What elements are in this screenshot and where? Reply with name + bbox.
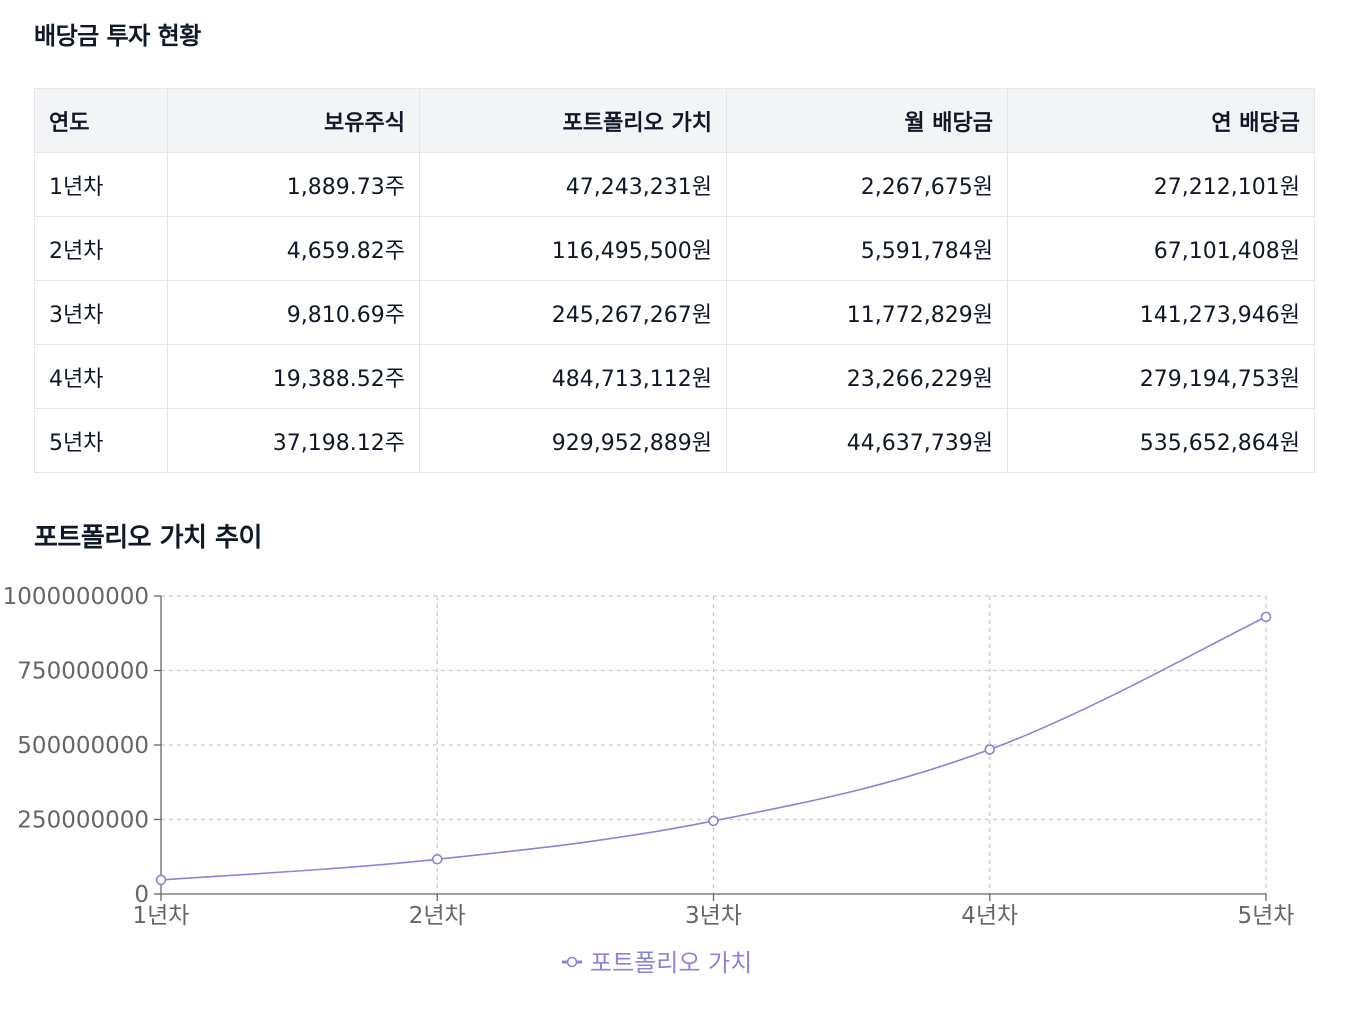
cell-monthly-dividend: 23,266,229원 bbox=[726, 344, 1008, 409]
cell-annual-dividend: 67,101,408원 bbox=[1007, 216, 1315, 281]
cell-shares: 19,388.52주 bbox=[167, 344, 420, 409]
x-tick-label: 4년차 bbox=[961, 903, 1018, 929]
header-year: 연도 bbox=[34, 88, 168, 153]
table-header-row: 연도 보유주식 포트폴리오 가치 월 배당금 연 배당금 bbox=[34, 88, 1315, 153]
cell-year: 2년차 bbox=[34, 216, 168, 281]
y-tick-label: 1000000000 bbox=[3, 584, 149, 610]
table-row: 5년차 37,198.12주 929,952,889원 44,637,739원 … bbox=[34, 408, 1315, 473]
table-title: 배당금 투자 현황 bbox=[34, 22, 201, 50]
cell-portfolio-value: 484,713,112원 bbox=[419, 344, 727, 409]
cell-annual-dividend: 535,652,864원 bbox=[1007, 408, 1315, 473]
cell-portfolio-value: 929,952,889원 bbox=[419, 408, 727, 473]
legend-label: 포트폴리오 가치 bbox=[590, 949, 752, 977]
cell-shares: 37,198.12주 bbox=[167, 408, 420, 473]
header-shares: 보유주식 bbox=[167, 88, 420, 153]
cell-annual-dividend: 141,273,946원 bbox=[1007, 280, 1315, 345]
table-row: 4년차 19,388.52주 484,713,112원 23,266,229원 … bbox=[34, 344, 1315, 409]
cell-portfolio-value: 47,243,231원 bbox=[419, 152, 727, 217]
cell-annual-dividend: 27,212,101원 bbox=[1007, 152, 1315, 217]
data-point bbox=[708, 815, 719, 827]
data-point bbox=[1260, 611, 1272, 623]
x-tick-label: 1년차 bbox=[133, 903, 190, 929]
y-tick-label: 0 bbox=[134, 882, 149, 908]
chart-title: 포트폴리오 가치 추이 bbox=[34, 523, 262, 553]
cell-shares: 4,659.82주 bbox=[167, 216, 420, 281]
table-row: 1년차 1,889.73주 47,243,231원 2,267,675원 27,… bbox=[34, 152, 1315, 217]
x-tick-label: 5년차 bbox=[1238, 903, 1295, 929]
dividend-table: 연도 보유주식 포트폴리오 가치 월 배당금 연 배당금 1년차 1,889.7… bbox=[34, 88, 1315, 473]
y-tick-label: 250000000 bbox=[17, 808, 149, 834]
legend-marker-icon bbox=[566, 956, 578, 968]
cell-year: 1년차 bbox=[34, 152, 168, 217]
table-row: 3년차 9,810.69주 245,267,267원 11,772,829원 1… bbox=[34, 280, 1315, 345]
x-tick-label: 2년차 bbox=[409, 903, 466, 929]
cell-monthly-dividend: 2,267,675원 bbox=[726, 152, 1008, 217]
cell-year: 5년차 bbox=[34, 408, 168, 473]
header-portfolio-value: 포트폴리오 가치 bbox=[419, 88, 727, 153]
portfolio-value-line-chart: 0 250000000 500000000 750000000 1000000000 1년… bbox=[3, 584, 1295, 977]
y-tick-label: 500000000 bbox=[17, 733, 149, 759]
cell-monthly-dividend: 5,591,784원 bbox=[726, 216, 1008, 281]
cell-monthly-dividend: 11,772,829원 bbox=[726, 280, 1008, 345]
cell-portfolio-value: 116,495,500원 bbox=[419, 216, 727, 281]
cell-monthly-dividend: 44,637,739원 bbox=[726, 408, 1008, 473]
data-point bbox=[984, 744, 996, 755]
x-tick-label: 3년차 bbox=[685, 903, 742, 929]
header-annual-dividend: 연 배당금 bbox=[1007, 88, 1315, 153]
cell-shares: 9,810.69주 bbox=[167, 280, 420, 345]
header-monthly-dividend: 월 배당금 bbox=[726, 88, 1008, 153]
cell-year: 4년차 bbox=[34, 344, 168, 409]
data-point bbox=[431, 853, 443, 865]
data-point bbox=[155, 874, 167, 886]
cell-year: 3년차 bbox=[34, 280, 168, 345]
cell-portfolio-value: 245,267,267원 bbox=[419, 280, 727, 345]
cell-annual-dividend: 279,194,753원 bbox=[1007, 344, 1315, 409]
y-tick-label: 750000000 bbox=[17, 659, 149, 685]
cell-shares: 1,889.73주 bbox=[167, 152, 420, 217]
table-row: 2년차 4,659.82주 116,495,500원 5,591,784원 67… bbox=[34, 216, 1315, 281]
